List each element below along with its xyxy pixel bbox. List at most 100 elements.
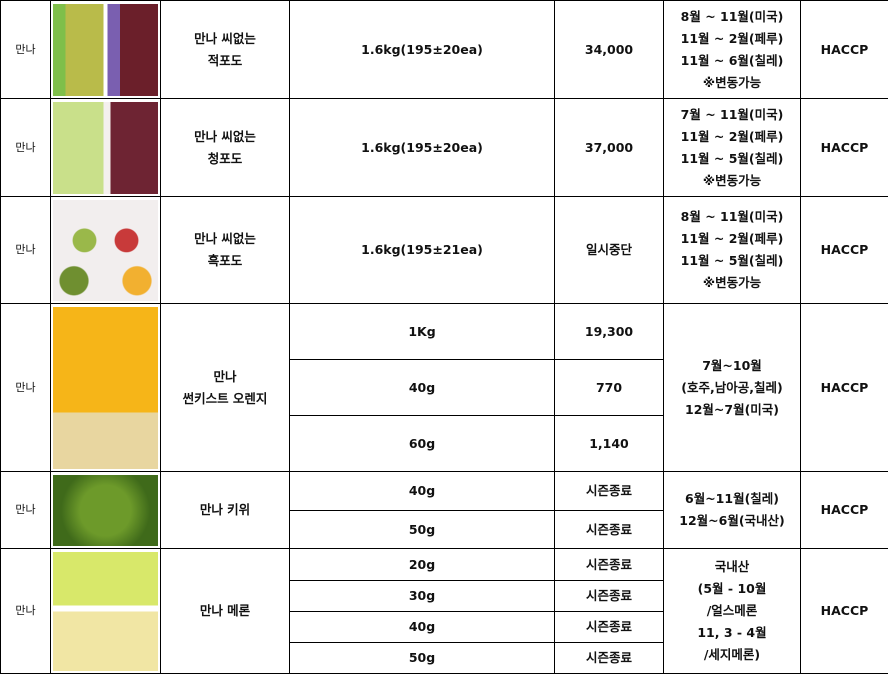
seedless-red-grape-packages-image: [53, 3, 158, 96]
table-row: 30g 시즌종료: [1, 580, 888, 612]
season-line: 11월 ~ 5월(칠레): [680, 253, 784, 268]
brand-cell: 만나: [0, 548, 51, 674]
season-line: 7월 ~ 11월(미국): [680, 106, 784, 122]
certification-cell: HACCP: [800, 303, 888, 472]
season-line: 8월 ~ 11월(미국): [680, 8, 784, 24]
green-and-red-grapes-image: [53, 101, 158, 194]
product-image: [50, 0, 161, 99]
certification-cell: HACCP: [800, 98, 888, 197]
price-cell: 37,000: [554, 98, 664, 197]
season-line: 6월~11월(칠레): [685, 491, 779, 506]
table-row: 만나 만나 메론 20g 시즌종료 국내산 (5월 - 10월/얼스메론 11, 3 - 4…: [0, 548, 888, 674]
melon-slices-image: [53, 551, 158, 671]
table-row: 만나 만나 키위 40g 시즌종료 6월~11월(칠레) 12월~6월(국내산) HACCP: [0, 471, 888, 549]
price-cell: 1,140: [554, 415, 664, 472]
season-line: 11월 ~ 2월(페루): [680, 128, 784, 144]
spec-cell: 60g: [289, 415, 555, 472]
season-line: ※변동가능: [702, 74, 762, 90]
spec-cell: 40g: [289, 611, 555, 643]
season-cell: 7월 ~ 11월(미국) 11월 ~ 2월(페루) 11월 ~ 5월(칠레) ※변동가…: [663, 98, 801, 197]
season-line: 11월 ~ 2월(페루): [680, 231, 784, 246]
spec-cell: 20g: [289, 548, 555, 581]
product-name-line: 적포도: [207, 52, 243, 68]
price-cell: 시즌종료: [554, 510, 664, 549]
price-cell: 시즌종료: [554, 548, 664, 581]
season-cell: 8월 ~ 11월(미국) 11월 ~ 2월(페루) 11월 ~ 6월(칠레) ※변동가…: [663, 0, 801, 99]
brand-cell: 만나: [0, 471, 51, 549]
table-row: 50g 시즌종료: [1, 510, 888, 549]
product-name-line: 청포도: [207, 150, 243, 166]
spec-cell: 40g: [289, 359, 555, 416]
product-image: [50, 303, 161, 472]
price-cell: 시즌종료: [554, 580, 664, 612]
kiwi-slices-image: [53, 474, 158, 546]
season-line: 8월 ~ 11월(미국): [680, 209, 784, 224]
table-row: 50g 시즌종료: [1, 642, 888, 674]
product-name: 만나 메론: [160, 548, 290, 674]
brand-cell: 만나: [0, 0, 51, 99]
certification-cell: HACCP: [800, 471, 888, 549]
product-image: [50, 471, 161, 549]
season-cell: 8월 ~ 11월(미국) 11월 ~ 2월(페루) 11월 ~ 5월(칠레) ※변동가…: [663, 196, 801, 304]
season-line: 11월 ~ 2월(페루): [680, 30, 784, 46]
season-line: (호주,남아공,칠레): [681, 379, 783, 395]
season-line: 7월~10월: [702, 357, 762, 373]
spec-cell: 30g: [289, 580, 555, 612]
price-cell: 770: [554, 359, 664, 416]
product-name: 만나 키위: [160, 471, 290, 549]
table-row: 60g 1,140: [1, 415, 888, 472]
product-name-line: 만나 키위: [199, 502, 251, 517]
price-cell: 시즌종료: [554, 471, 664, 511]
spec-cell: 40g: [289, 471, 555, 511]
brand-cell: 만나: [0, 196, 51, 304]
price-cell: 시즌종료: [554, 611, 664, 643]
season-cell: 7월~10월 (호주,남아공,칠레) 12월~7월(미국): [663, 303, 801, 472]
brand-cell: 만나: [0, 98, 51, 197]
spec-cell: 1.6kg(195±21ea): [289, 196, 555, 304]
spec-cell: 1.6kg(195±20ea): [289, 0, 555, 99]
season-line: 국내산: [714, 559, 750, 574]
product-image: [50, 98, 161, 197]
product-name-line: 만나 메론: [199, 603, 251, 618]
product-name-line: 만나 씨없는: [194, 30, 256, 46]
price-cell: 시즌종료: [554, 642, 664, 674]
season-line: 12월~7월(미국): [685, 401, 779, 417]
season-line: /세지메론): [703, 647, 761, 662]
table-row: 만나 만나 씨없는 흑포도 1.6kg(195±21ea) 일시중단 8월 ~ 11월(미…: [0, 196, 888, 304]
season-line: /얼스메론: [706, 603, 758, 618]
certification-cell: HACCP: [800, 548, 888, 674]
season-line: 11, 3 - 4월: [697, 625, 767, 640]
table-row: 40g 770: [1, 359, 888, 416]
price-cell: 일시중단: [554, 196, 664, 304]
spec-cell: 50g: [289, 642, 555, 674]
spec-cell: 1.6kg(195±20ea): [289, 98, 555, 197]
season-line: ※변동가능: [702, 172, 762, 188]
table-row: 만나 만나 씨없는 청포도 1.6kg(195±20ea) 37,000 7월 ~ 11월…: [0, 98, 888, 197]
orange-segments-image: [53, 306, 158, 469]
season-line: 12월~6월(국내산): [679, 513, 785, 528]
spec-cell: 50g: [289, 510, 555, 549]
product-name-line: 만나: [213, 368, 237, 384]
season-line: ※변동가능: [702, 275, 762, 290]
brand-cell: 만나: [0, 303, 51, 472]
season-line: 11월 ~ 5월(칠레): [680, 150, 784, 166]
product-image: [50, 196, 161, 304]
product-name-line: 썬키스트 오렌지: [182, 390, 268, 406]
price-cell: 19,300: [554, 303, 664, 360]
table-row: 40g 시즌종료: [1, 611, 888, 643]
certification-cell: HACCP: [800, 196, 888, 304]
table-row: 만나 만나 씨없는 적포도 1.6kg(195±20ea) 34,000 8월 ~ 11월…: [0, 0, 888, 99]
table-row: 만나 만나 썬키스트 오렌지 1Kg 19,300 7월~10월 (호주,남아공,칠레) 12…: [0, 303, 888, 472]
price-cell: 34,000: [554, 0, 664, 99]
season-line: 11월 ~ 6월(칠레): [680, 52, 784, 68]
spec-cell: 1Kg: [289, 303, 555, 360]
product-name-line: 만나 씨없는: [194, 128, 256, 144]
season-cell: 6월~11월(칠레) 12월~6월(국내산): [663, 471, 801, 549]
fruit-cups-image: [53, 199, 158, 301]
product-image: [50, 548, 161, 674]
product-name-line: 만나 씨없는: [194, 231, 256, 246]
